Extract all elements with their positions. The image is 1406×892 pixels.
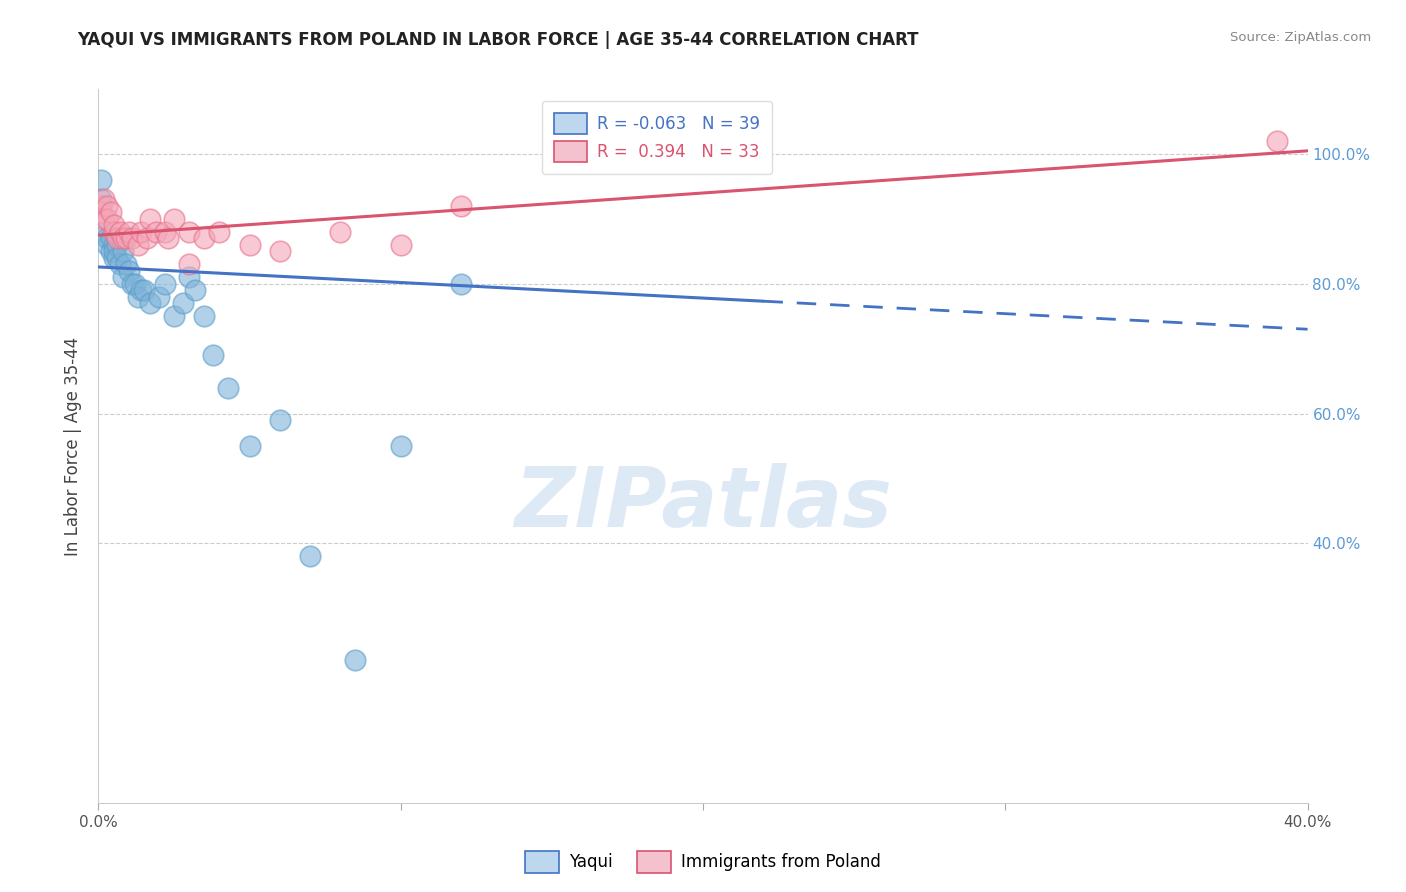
- Point: [156, 231, 179, 245]
- Y-axis label: In Labor Force | Age 35-44: In Labor Force | Age 35-44: [65, 336, 83, 556]
- Point: [184, 283, 207, 297]
- Point: [172, 296, 194, 310]
- Point: [118, 225, 141, 239]
- Point: [239, 439, 262, 453]
- Point: [239, 238, 262, 252]
- Point: [139, 296, 162, 310]
- Point: [163, 310, 186, 324]
- Point: [105, 231, 128, 245]
- Point: [111, 270, 134, 285]
- Legend: R = -0.063   N = 39, R =  0.394   N = 33: R = -0.063 N = 39, R = 0.394 N = 33: [543, 101, 772, 174]
- Point: [193, 310, 215, 324]
- Legend: Yaqui, Immigrants from Poland: Yaqui, Immigrants from Poland: [519, 845, 887, 880]
- Point: [269, 413, 291, 427]
- Point: [132, 283, 155, 297]
- Point: [129, 283, 152, 297]
- Point: [105, 251, 128, 265]
- Point: [217, 381, 239, 395]
- Point: [139, 211, 162, 226]
- Point: [153, 225, 176, 239]
- Point: [103, 238, 125, 252]
- Point: [148, 290, 170, 304]
- Point: [179, 225, 201, 239]
- Point: [108, 231, 131, 245]
- Point: [100, 231, 122, 245]
- Point: [450, 199, 472, 213]
- Point: [96, 211, 118, 226]
- Point: [103, 219, 125, 233]
- Point: [450, 277, 472, 291]
- Point: [100, 244, 122, 259]
- Point: [124, 277, 146, 291]
- Point: [105, 238, 128, 252]
- Point: [208, 225, 231, 239]
- Point: [193, 231, 215, 245]
- Point: [145, 225, 167, 239]
- Point: [129, 225, 152, 239]
- Point: [202, 348, 225, 362]
- Point: [121, 277, 143, 291]
- Point: [389, 439, 412, 453]
- Point: [90, 193, 112, 207]
- Point: [93, 193, 115, 207]
- Point: [127, 290, 149, 304]
- Point: [103, 225, 125, 239]
- Point: [121, 231, 143, 245]
- Point: [100, 205, 122, 219]
- Point: [163, 211, 186, 226]
- Point: [108, 257, 131, 271]
- Point: [299, 549, 322, 564]
- Point: [179, 270, 201, 285]
- Point: [111, 244, 134, 259]
- Point: [103, 244, 125, 259]
- Point: [111, 231, 134, 245]
- Point: [153, 277, 176, 291]
- Point: [93, 225, 115, 239]
- Text: Source: ZipAtlas.com: Source: ZipAtlas.com: [1230, 31, 1371, 45]
- Point: [103, 251, 125, 265]
- Point: [114, 231, 136, 245]
- Point: [96, 238, 118, 252]
- Point: [114, 257, 136, 271]
- Point: [179, 257, 201, 271]
- Point: [93, 211, 115, 226]
- Point: [135, 231, 157, 245]
- Point: [127, 238, 149, 252]
- Point: [96, 199, 118, 213]
- Point: [108, 225, 131, 239]
- Point: [118, 264, 141, 278]
- Text: ZIPatlas: ZIPatlas: [515, 463, 891, 543]
- Point: [1267, 134, 1289, 148]
- Point: [96, 231, 118, 245]
- Point: [90, 205, 112, 219]
- Point: [389, 238, 412, 252]
- Point: [329, 225, 352, 239]
- Point: [90, 199, 112, 213]
- Point: [344, 653, 367, 667]
- Text: YAQUI VS IMMIGRANTS FROM POLAND IN LABOR FORCE | AGE 35-44 CORRELATION CHART: YAQUI VS IMMIGRANTS FROM POLAND IN LABOR…: [77, 31, 920, 49]
- Point: [90, 173, 112, 187]
- Point: [269, 244, 291, 259]
